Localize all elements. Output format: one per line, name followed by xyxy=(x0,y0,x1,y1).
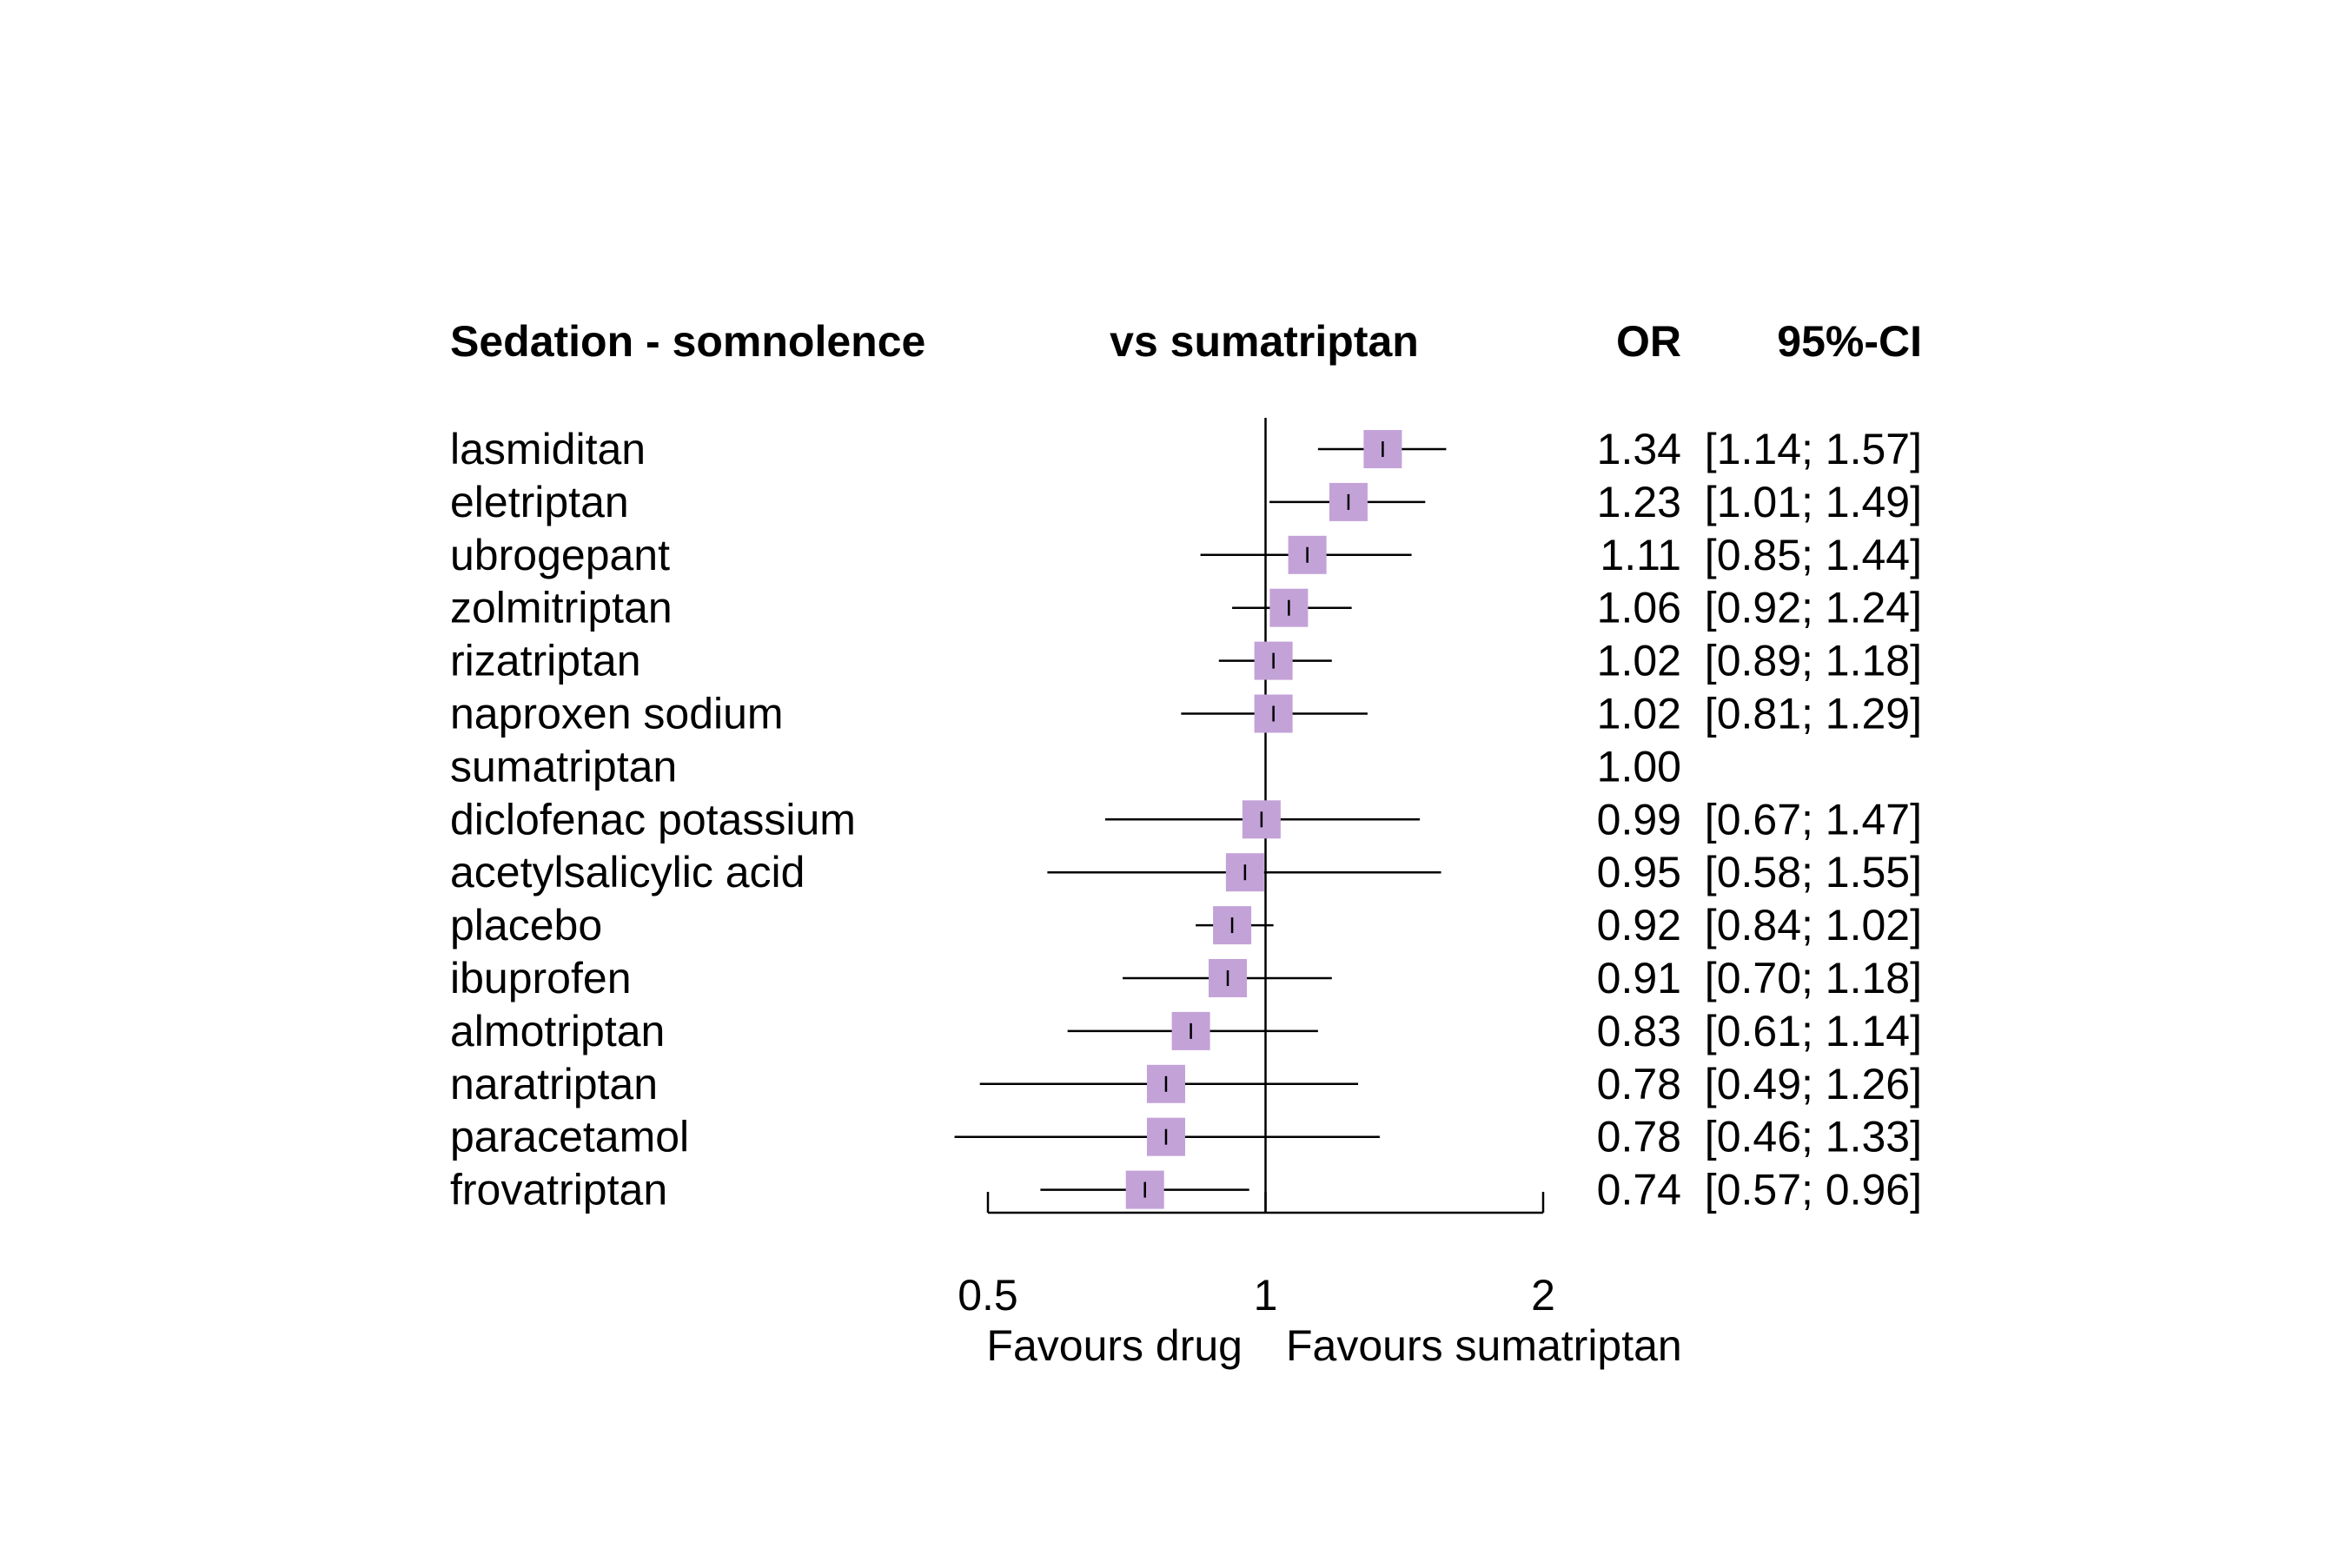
study-row: naratriptan 0.78 [0.49; 1.26] xyxy=(450,1060,1922,1108)
ci-value: [0.85; 1.44] xyxy=(1705,531,1922,579)
or-value: 1.06 xyxy=(1597,584,1681,632)
study-label: zolmitriptan xyxy=(450,584,673,632)
study-row: frovatriptan 0.74 [0.57; 0.96] xyxy=(450,1166,1922,1214)
or-value: 1.02 xyxy=(1597,690,1681,738)
study-row: ibuprofen 0.91 [0.70; 1.18] xyxy=(450,954,1922,1002)
study-label: ubrogepant xyxy=(450,531,670,579)
study-label: sumatriptan xyxy=(450,742,677,791)
study-row: lasmiditan 1.34 [1.14; 1.57] xyxy=(450,425,1922,473)
ci-value: [0.81; 1.29] xyxy=(1705,690,1922,738)
study-row: ubrogepant 1.11 [0.85; 1.44] xyxy=(450,531,1922,579)
or-value: 1.34 xyxy=(1597,425,1681,473)
study-row: sumatriptan 1.00 xyxy=(450,742,1681,791)
study-row: diclofenac potassium 0.99 [0.67; 1.47] xyxy=(450,795,1922,844)
header-comparison: vs sumatriptan xyxy=(1110,317,1419,366)
study-row: naproxen sodium 1.02 [0.81; 1.29] xyxy=(450,690,1922,738)
study-row: rizatriptan 1.02 [0.89; 1.18] xyxy=(450,637,1922,685)
header-or: OR xyxy=(1616,317,1681,366)
favours-left-label: Favours drug xyxy=(986,1321,1243,1370)
or-value: 1.02 xyxy=(1597,637,1681,685)
ci-value: [0.61; 1.14] xyxy=(1705,1007,1922,1055)
study-rows: lasmiditan 1.34 [1.14; 1.57] eletriptan 1.23… xyxy=(450,418,1922,1214)
or-value: 1.00 xyxy=(1597,742,1681,791)
study-label: diclofenac potassium xyxy=(450,795,856,844)
x-tick-label: 0.5 xyxy=(958,1271,1018,1320)
study-label: almotriptan xyxy=(450,1007,665,1055)
ci-value: [0.84; 1.02] xyxy=(1705,901,1922,949)
study-label: paracetamol xyxy=(450,1113,689,1161)
or-value: 0.92 xyxy=(1597,901,1681,949)
ci-value: [0.92; 1.24] xyxy=(1705,584,1922,632)
or-value: 0.95 xyxy=(1597,848,1681,896)
ci-value: [0.70; 1.18] xyxy=(1705,954,1922,1002)
study-row: eletriptan 1.23 [1.01; 1.49] xyxy=(450,478,1922,526)
ci-value: [0.67; 1.47] xyxy=(1705,795,1922,844)
study-label: frovatriptan xyxy=(450,1166,667,1214)
study-row: acetylsalicylic acid 0.95 [0.58; 1.55] xyxy=(450,848,1922,896)
or-value: 0.83 xyxy=(1597,1007,1681,1055)
ci-value: [0.46; 1.33] xyxy=(1705,1113,1922,1161)
study-label: placebo xyxy=(450,901,602,949)
ci-value: [0.57; 0.96] xyxy=(1705,1166,1922,1214)
study-row: placebo 0.92 [0.84; 1.02] xyxy=(450,901,1922,949)
or-value: 1.23 xyxy=(1597,478,1681,526)
study-label: rizatriptan xyxy=(450,637,641,685)
favours-right-label: Favours sumatriptan xyxy=(1286,1321,1682,1370)
study-row: zolmitriptan 1.06 [0.92; 1.24] xyxy=(450,584,1922,632)
ci-value: [1.01; 1.49] xyxy=(1705,478,1922,526)
header-outcome: Sedation - somnolence xyxy=(450,317,925,366)
study-label: naratriptan xyxy=(450,1060,658,1108)
study-label: naproxen sodium xyxy=(450,690,784,738)
study-label: acetylsalicylic acid xyxy=(450,848,805,896)
header-ci: 95%-CI xyxy=(1777,317,1922,366)
or-value: 1.11 xyxy=(1600,531,1681,579)
or-value: 0.78 xyxy=(1597,1060,1681,1108)
ci-value: [0.58; 1.55] xyxy=(1705,848,1922,896)
study-label: ibuprofen xyxy=(450,954,632,1002)
study-row: paracetamol 0.78 [0.46; 1.33] xyxy=(450,1113,1922,1161)
x-axis: 0.5 1 2 xyxy=(958,1192,1555,1320)
or-value: 0.74 xyxy=(1597,1166,1681,1214)
or-value: 0.91 xyxy=(1597,954,1681,1002)
ci-value: [1.14; 1.57] xyxy=(1705,425,1922,473)
study-label: eletriptan xyxy=(450,478,629,526)
or-value: 0.78 xyxy=(1597,1113,1681,1161)
ci-value: [0.49; 1.26] xyxy=(1705,1060,1922,1108)
x-tick-label: 2 xyxy=(1531,1271,1555,1320)
ci-value: [0.89; 1.18] xyxy=(1705,637,1922,685)
study-label: lasmiditan xyxy=(450,425,646,473)
study-row: almotriptan 0.83 [0.61; 1.14] xyxy=(450,1007,1922,1055)
or-value: 0.99 xyxy=(1597,795,1681,844)
x-tick-label: 1 xyxy=(1254,1271,1278,1320)
